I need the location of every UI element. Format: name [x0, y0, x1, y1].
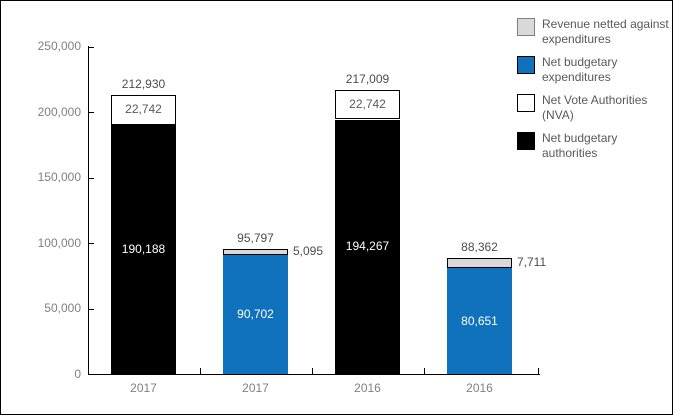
legend-swatch-icon: [517, 132, 535, 150]
y-axis-tick-label: 250,000: [37, 39, 81, 53]
y-axis-tick-label: 50,000: [44, 301, 81, 315]
x-axis-tick: [311, 368, 313, 374]
legend: Revenue netted against expenditures Net b…: [517, 17, 669, 169]
x-axis-category-label: 2017: [130, 381, 157, 395]
bar-segment: 194,267: [335, 119, 400, 374]
legend-item: Net Vote Authorities (NVA): [517, 93, 669, 122]
x-axis-tick: [199, 368, 201, 374]
bar-total-label: 212,930: [121, 77, 166, 92]
legend-item: Revenue netted against expenditures: [517, 17, 669, 46]
y-axis-tick: [89, 177, 94, 179]
x-axis-category-label: 2016: [466, 381, 493, 395]
legend-swatch-icon: [517, 56, 535, 74]
bar-segment: 90,702: [223, 255, 288, 374]
bar-segment: 80,651: [447, 268, 512, 374]
bar-segment-outside-label: 7,711: [517, 255, 547, 270]
bar-segment: 22,742: [335, 89, 400, 120]
legend-label: Revenue netted against expenditures: [542, 17, 669, 46]
x-axis-category-label: 2017: [242, 381, 269, 395]
bar-segment-value-label: 22,742: [349, 97, 386, 112]
bar-total-label: 95,797: [237, 230, 274, 245]
y-axis-tick-label: 100,000: [37, 235, 81, 250]
legend-label: Net Vote Authorities (NVA): [542, 93, 648, 122]
bar-segment-value-label: 190,188: [121, 241, 166, 256]
bar-segment: 190,188: [111, 124, 176, 374]
legend-label: Net budgetary authorities: [542, 131, 618, 160]
y-axis-tick: [89, 308, 94, 310]
bar-segment-value-label: 90,702: [237, 307, 274, 322]
bar-segment: [223, 248, 288, 256]
bar-segment-value-label: 80,651: [461, 313, 498, 328]
legend-item: Net budgetary expenditures: [517, 55, 669, 84]
bar-segment: 22,742: [111, 95, 176, 125]
y-axis-tick-label: 200,000: [37, 104, 81, 119]
x-axis-tick: [423, 368, 425, 374]
x-axis-line: [88, 374, 540, 375]
legend-swatch-icon: [517, 94, 535, 112]
legend-item: Net budgetary authorities: [517, 131, 669, 160]
y-axis-tick: [89, 112, 94, 113]
bar-segment-outside-label: 5,095: [293, 243, 324, 258]
y-axis-tick-label: 0: [74, 366, 81, 381]
bar-total-label: 88,362: [461, 240, 498, 255]
bar-segment-value-label: 194,267: [345, 239, 390, 254]
y-axis-line: [88, 46, 89, 375]
bar-segment-value-label: 22,742: [125, 102, 162, 117]
bar-total-label: 217,009: [345, 71, 390, 86]
y-axis-tick-label: 150,000: [37, 170, 81, 184]
bar-segment: [447, 258, 512, 269]
legend-label: Net budgetary expenditures: [542, 55, 618, 84]
y-axis-tick: [89, 243, 94, 244]
x-axis-category-label: 2016: [354, 381, 381, 395]
x-axis-tick: [538, 368, 539, 374]
legend-swatch-icon: [517, 18, 535, 36]
y-axis-tick: [89, 46, 94, 48]
